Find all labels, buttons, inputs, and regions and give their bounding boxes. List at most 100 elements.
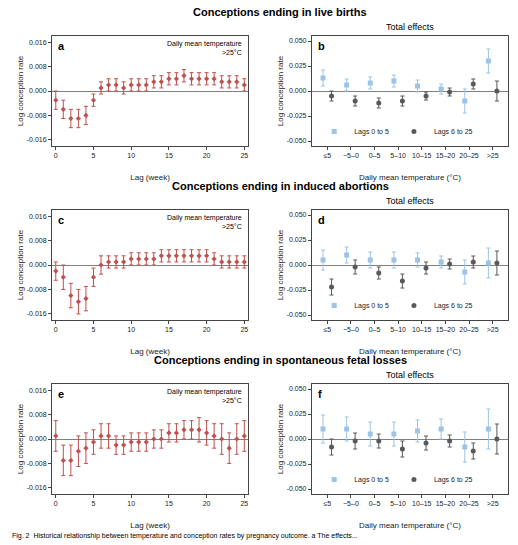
svg-text:20: 20 [203, 152, 211, 159]
svg-text:≤5: ≤5 [323, 152, 331, 159]
svg-text:0: 0 [54, 326, 58, 333]
svg-text:-0.016: -0.016 [27, 310, 47, 317]
svg-text:20: 20 [203, 326, 211, 333]
svg-text:Log conception rate: Log conception rate [276, 229, 285, 300]
svg-text:20–25: 20–25 [459, 500, 479, 507]
svg-text:−5–0: −5–0 [343, 500, 359, 507]
svg-text:0–5: 0–5 [369, 500, 381, 507]
svg-text:-0.008: -0.008 [27, 112, 47, 119]
svg-text:15: 15 [165, 152, 173, 159]
svg-text:Daily mean temperature (°C): Daily mean temperature (°C) [359, 347, 461, 356]
svg-text:Daily mean temperature (°C): Daily mean temperature (°C) [359, 521, 461, 530]
svg-text:Lags 6 to 25: Lags 6 to 25 [434, 476, 473, 484]
svg-text:Log conception rate: Log conception rate [276, 55, 285, 126]
svg-text:25: 25 [240, 152, 248, 159]
svg-text:0.016: 0.016 [29, 39, 47, 46]
svg-text:Lags 0 to 5: Lags 0 to 5 [354, 476, 389, 484]
svg-text:20–25: 20–25 [459, 152, 479, 159]
svg-text:Lags 0 to 5: Lags 0 to 5 [354, 302, 389, 310]
svg-text:0: 0 [54, 500, 58, 507]
svg-text:15–20: 15–20 [436, 500, 456, 507]
svg-text:Conceptions ending in induced: Conceptions ending in induced abortions [172, 180, 389, 192]
svg-text:0–5: 0–5 [369, 326, 381, 333]
svg-text:0.016: 0.016 [29, 213, 47, 220]
svg-text:15: 15 [165, 326, 173, 333]
svg-text:Total effects: Total effects [386, 370, 434, 380]
svg-text:25: 25 [240, 326, 248, 333]
svg-text:5: 5 [92, 326, 96, 333]
svg-text:>25: >25 [487, 500, 499, 507]
svg-text:Daily mean temperature>25°C: Daily mean temperature>25°C [167, 40, 242, 56]
svg-text:Lags 0 to 5: Lags 0 to 5 [354, 128, 389, 136]
svg-text:5–10: 5–10 [390, 500, 406, 507]
svg-text:-0.050: -0.050 [287, 485, 307, 492]
svg-text:Lag (week): Lag (week) [130, 173, 170, 182]
svg-text:15: 15 [165, 500, 173, 507]
svg-text:Lag (week): Lag (week) [130, 347, 170, 356]
svg-text:-0.025: -0.025 [287, 286, 307, 293]
svg-text:0.008: 0.008 [29, 237, 47, 244]
svg-text:≤5: ≤5 [323, 326, 331, 333]
svg-text:≤5: ≤5 [323, 500, 331, 507]
svg-text:0.000: 0.000 [289, 87, 307, 94]
svg-text:Log conception rate: Log conception rate [16, 403, 25, 474]
svg-text:Daily mean temperature>25°C: Daily mean temperature>25°C [167, 388, 242, 404]
svg-text:e: e [58, 388, 64, 400]
svg-text:Lags 6 to 25: Lags 6 to 25 [434, 128, 473, 136]
svg-text:10–15: 10–15 [412, 326, 432, 333]
svg-text:10–15: 10–15 [412, 500, 432, 507]
svg-text:20–25: 20–25 [459, 326, 479, 333]
svg-text:Total effects: Total effects [386, 22, 434, 32]
svg-text:a: a [58, 40, 65, 52]
svg-text:Total effects: Total effects [386, 196, 434, 206]
svg-text:-0.025: -0.025 [287, 460, 307, 467]
svg-text:Daily mean temperature>25°C: Daily mean temperature>25°C [167, 214, 242, 230]
svg-text:-0.016: -0.016 [27, 484, 47, 491]
svg-text:-0.008: -0.008 [27, 286, 47, 293]
svg-text:0.025: 0.025 [289, 62, 307, 69]
svg-text:0.000: 0.000 [289, 435, 307, 442]
svg-text:5–10: 5–10 [390, 326, 406, 333]
svg-text:d: d [318, 214, 325, 226]
svg-text:25: 25 [240, 500, 248, 507]
svg-text:>25: >25 [487, 152, 499, 159]
svg-text:−5–0: −5–0 [343, 326, 359, 333]
svg-text:Lags 6 to 25: Lags 6 to 25 [434, 302, 473, 310]
svg-text:20: 20 [203, 500, 211, 507]
svg-text:0.050: 0.050 [289, 37, 307, 44]
svg-text:-0.016: -0.016 [27, 136, 47, 143]
svg-text:Conceptions ending in spontane: Conceptions ending in spontaneous fetal … [154, 354, 407, 366]
svg-text:Conceptions ending in live bir: Conceptions ending in live births [193, 6, 367, 18]
svg-text:Lag (week): Lag (week) [130, 521, 170, 530]
svg-text:10–15: 10–15 [412, 152, 432, 159]
svg-text:5–10: 5–10 [390, 152, 406, 159]
svg-text:0.050: 0.050 [289, 211, 307, 218]
svg-text:0.025: 0.025 [289, 410, 307, 417]
svg-text:-0.050: -0.050 [287, 137, 307, 144]
svg-text:0.025: 0.025 [289, 236, 307, 243]
svg-text:Log conception rate: Log conception rate [276, 403, 285, 474]
svg-text:>25: >25 [487, 326, 499, 333]
svg-text:0.000: 0.000 [289, 261, 307, 268]
svg-text:0–5: 0–5 [369, 152, 381, 159]
svg-text:Fig. 2 Historical relationshi: Fig. 2 Historical relationship between t… [12, 532, 358, 540]
svg-text:5: 5 [92, 152, 96, 159]
svg-text:10: 10 [127, 152, 135, 159]
svg-text:f: f [318, 388, 322, 400]
svg-text:0.000: 0.000 [29, 261, 47, 268]
svg-text:0: 0 [54, 152, 58, 159]
svg-text:0.016: 0.016 [29, 387, 47, 394]
svg-text:c: c [58, 214, 64, 226]
svg-text:10: 10 [127, 500, 135, 507]
svg-text:-0.050: -0.050 [287, 311, 307, 318]
svg-text:0.008: 0.008 [29, 63, 47, 70]
svg-text:15–20: 15–20 [436, 326, 456, 333]
svg-text:Daily mean temperature (°C): Daily mean temperature (°C) [359, 173, 461, 182]
svg-text:15–20: 15–20 [436, 152, 456, 159]
svg-text:0.050: 0.050 [289, 385, 307, 392]
svg-text:b: b [318, 40, 325, 52]
svg-text:5: 5 [92, 500, 96, 507]
svg-text:Log conception rate: Log conception rate [16, 229, 25, 300]
svg-text:0.008: 0.008 [29, 411, 47, 418]
svg-text:10: 10 [127, 326, 135, 333]
